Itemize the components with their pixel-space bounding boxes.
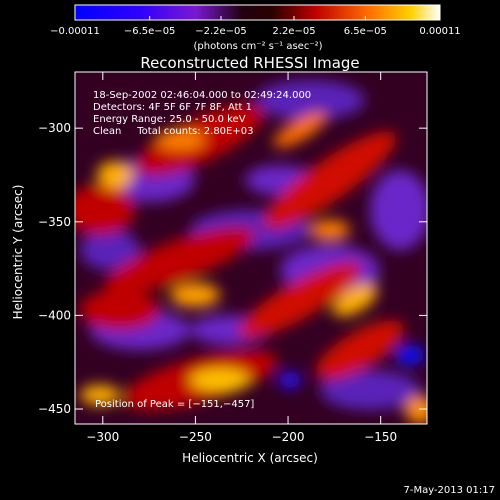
peak-position-label: Position of Peak = [−151,−457] bbox=[95, 399, 254, 410]
y-tick-label: −300 bbox=[38, 121, 71, 135]
colorbar-tick-label: −0.00011 bbox=[50, 26, 100, 37]
colorbar-tick-label: 0.00011 bbox=[419, 26, 460, 37]
colorbar-tick-label: −2.2e−05 bbox=[195, 26, 247, 37]
y-tick-label: −350 bbox=[38, 215, 71, 229]
y-tick-label: −450 bbox=[38, 402, 71, 416]
colorbar-units-label: (photons cm⁻² s⁻¹ asec⁻²) bbox=[193, 41, 322, 52]
info-line-1: 18-Sep-2002 02:46:04.000 to 02:49:24.000 bbox=[93, 90, 311, 101]
info-block: 18-Sep-2002 02:46:04.000 to 02:49:24.000… bbox=[93, 90, 311, 137]
y-axis-label: Heliocentric Y (arcsec) bbox=[11, 185, 25, 320]
info-line-2: Detectors: 4F 5F 6F 7F 8F, Att 1 bbox=[93, 102, 252, 113]
info-line-3: Energy Range: 25.0 - 50.0 keV bbox=[93, 114, 246, 125]
chart-title: Reconstructed RHESSI Image bbox=[140, 54, 359, 72]
x-tick-label: −250 bbox=[179, 430, 212, 444]
heatmap-image bbox=[75, 72, 427, 424]
x-tick-label: −150 bbox=[364, 430, 397, 444]
x-axis-label: Heliocentric X (arcsec) bbox=[182, 451, 318, 465]
x-tick-label: −300 bbox=[86, 430, 119, 444]
axis-ticks: −300 −250 −200 −150 −300 −350 −400 −450 bbox=[38, 72, 427, 444]
colorbar-tick-label: −6.5e−05 bbox=[124, 26, 176, 37]
plot-frame bbox=[74, 71, 428, 425]
x-tick-label: −200 bbox=[272, 430, 305, 444]
colorbar-ticks: −0.00011 −6.5e−05 −2.2e−05 2.2e−05 6.5e−05 0.… bbox=[50, 16, 461, 37]
colorbar bbox=[74, 4, 441, 21]
y-tick-label: −400 bbox=[38, 308, 71, 322]
footer-date: 7-May-2013 01:17 bbox=[403, 485, 495, 496]
colorbar-tick-label: 6.5e−05 bbox=[344, 26, 387, 37]
info-line-4: Clean Total counts: 2.80E+03 bbox=[93, 126, 253, 137]
colorbar-tick-label: 2.2e−05 bbox=[272, 26, 315, 37]
